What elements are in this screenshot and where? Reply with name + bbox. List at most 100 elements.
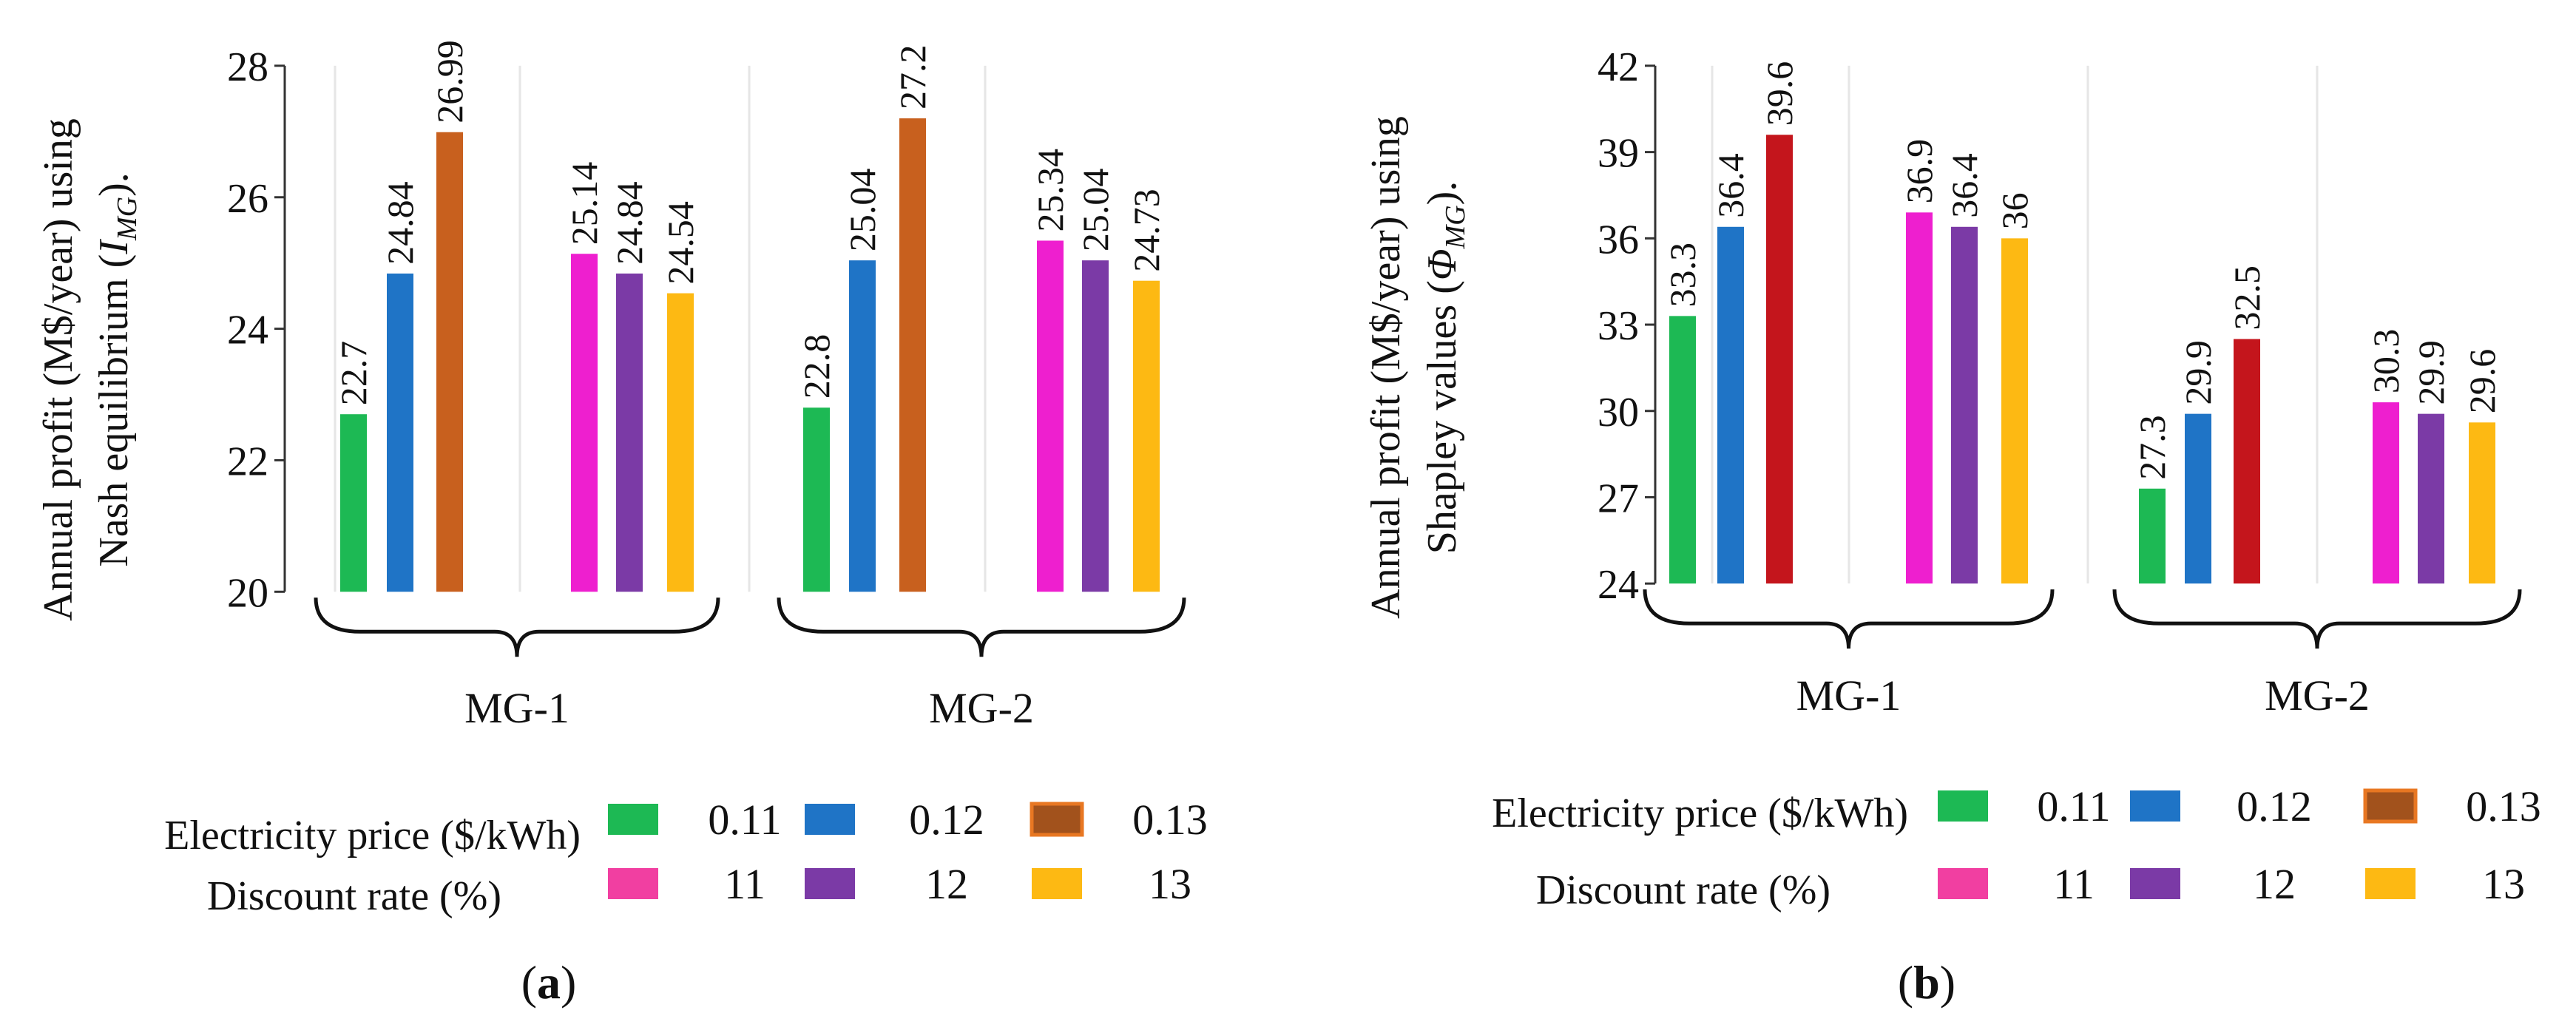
bar-value-label: 27.3 (2132, 415, 2173, 480)
legend-entry-label: 0.11 (2037, 782, 2110, 830)
bar-value-label: 27.2 (892, 45, 933, 110)
category-label: MG-2 (929, 684, 1034, 732)
chart-panel-a: Annual profit (M$/year) using Nash equil… (36, 40, 1208, 1009)
legend-swatch (805, 804, 855, 835)
bar-value-label: 24.84 (379, 181, 421, 265)
bar (2469, 422, 2495, 584)
legend-swatch (1032, 868, 1082, 899)
legend-swatch (2130, 790, 2180, 822)
bar-value-label: 24.54 (660, 201, 701, 285)
bar (2185, 413, 2211, 584)
legend-swatch (2363, 788, 2418, 824)
bar (667, 293, 694, 592)
y-axis-label-line1: Annual profit (M$/year) using (1363, 116, 1409, 619)
bar-value-label: 25.04 (842, 169, 883, 252)
bar (2001, 238, 2028, 584)
category-brace (777, 597, 1186, 657)
y-tick-label: 24 (227, 308, 268, 353)
bar (1669, 316, 1696, 584)
bar (387, 273, 413, 592)
legend-entry-label: 0.12 (909, 796, 984, 844)
category-label: MG-1 (1796, 671, 1901, 719)
legend-entry-label: 12 (925, 860, 968, 908)
category-brace (314, 597, 720, 657)
legend-entry-label: 13 (1149, 860, 1191, 908)
y-axis-label-line2: Shapley values (ΦMG). (1419, 181, 1471, 555)
bar-value-label: 22.7 (333, 341, 374, 406)
legend-swatch (1938, 790, 1988, 822)
bar-value-label: 29.9 (2177, 340, 2219, 405)
legend: Electricity price ($/kWh) Discount rate … (1492, 782, 2541, 913)
panel-label: (a) (521, 956, 577, 1009)
chart-panel-b: Annual profit (M$/year) using Shapley va… (1363, 44, 2541, 1009)
legend-entry-label: 12 (2253, 860, 2296, 908)
y-tick-label: 42 (1598, 44, 1639, 90)
bar (436, 132, 463, 592)
bar (616, 273, 643, 592)
legend-title-electricity-price: Electricity price ($/kWh) (1492, 790, 1908, 836)
bar (849, 260, 876, 592)
legend-title-discount-rate: Discount rate (%) (207, 873, 501, 919)
legend: Electricity price ($/kWh) Discount rate … (164, 796, 1208, 919)
y-tick-label: 26 (227, 176, 268, 222)
bar (2373, 402, 2399, 584)
bar-value-label: 29.9 (2410, 340, 2452, 405)
bar-value-label: 24.73 (1126, 189, 1167, 272)
bar (899, 118, 926, 592)
legend-swatch (2130, 868, 2180, 899)
legend-entry-label: 13 (2482, 860, 2525, 908)
legend-title-discount-rate: Discount rate (%) (1536, 867, 1830, 913)
legend-swatch (608, 804, 658, 835)
y-tick-label: 22 (227, 438, 268, 484)
legend-swatch (1938, 868, 1988, 899)
bar-value-label: 32.5 (2226, 265, 2268, 331)
y-tick-label: 33 (1598, 303, 1639, 349)
legend-entry-label: 11 (724, 860, 765, 908)
y-tick-label: 27 (1598, 475, 1639, 521)
bar-value-label: 22.8 (796, 334, 837, 399)
category-label: MG-1 (464, 684, 569, 732)
legend-swatch (608, 868, 658, 899)
bar-value-label: 36.4 (1710, 153, 1751, 218)
y-tick-label: 36 (1598, 217, 1639, 263)
bar-value-label: 36 (1994, 192, 2035, 229)
legend-title-electricity-price: Electricity price ($/kWh) (164, 813, 581, 858)
bar-value-label: 25.34 (1030, 149, 1071, 232)
category-label: MG-2 (2265, 671, 2370, 719)
bar (1082, 260, 1109, 592)
bar-value-label: 39.6 (1759, 61, 1800, 126)
y-tick-label: 24 (1598, 562, 1639, 608)
y-tick-label: 39 (1598, 131, 1639, 177)
bar (1717, 226, 1744, 584)
bar (571, 254, 598, 592)
bar-value-label: 30.3 (2365, 329, 2407, 394)
legend-entries: 0.11 0.12 0.13 11 12 13 (608, 796, 1208, 908)
y-tick-label: 20 (227, 570, 268, 616)
legend-swatch (1030, 802, 1084, 837)
bar-value-label: 29.6 (2461, 349, 2503, 414)
legend-entry-label: 0.13 (1132, 796, 1208, 844)
y-axis-label-line1: Annual profit (M$/year) using (36, 118, 81, 621)
bar-value-label: 24.84 (609, 181, 650, 265)
bar-value-label: 36.4 (1944, 153, 1985, 218)
bar-value-label: 25.14 (564, 162, 605, 245)
legend-swatch (2365, 868, 2416, 899)
bar (1906, 212, 1933, 584)
bar (2234, 339, 2260, 584)
legend-entry-label: 0.12 (2237, 782, 2312, 830)
category-brace (1643, 589, 2055, 649)
bar-value-label: 36.9 (1899, 139, 1940, 204)
bar (1766, 135, 1793, 584)
bar-value-label: 26.99 (429, 40, 470, 123)
legend-swatch (805, 868, 855, 899)
bar-value-label: 33.3 (1662, 243, 1703, 308)
bar (1133, 280, 1160, 592)
legend-entry-label: 0.13 (2466, 782, 2541, 830)
legend-entries: 0.11 0.12 0.13 11 12 13 (1938, 782, 2541, 908)
bar (340, 414, 367, 592)
bar (803, 407, 830, 592)
bar (2139, 488, 2166, 584)
category-brace (2112, 589, 2522, 649)
